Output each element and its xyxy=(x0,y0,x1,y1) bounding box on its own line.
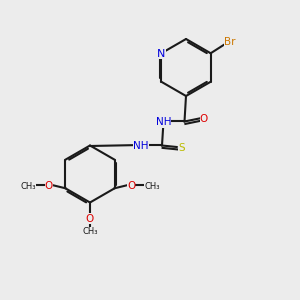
Text: CH₃: CH₃ xyxy=(82,227,98,236)
Text: N: N xyxy=(157,49,166,59)
Text: Br: Br xyxy=(224,37,236,47)
Text: CH₃: CH₃ xyxy=(144,182,160,191)
Text: CH₃: CH₃ xyxy=(20,182,36,191)
Text: O: O xyxy=(127,181,135,191)
Text: S: S xyxy=(178,143,185,153)
Text: NH: NH xyxy=(133,142,149,152)
Text: O: O xyxy=(86,214,94,224)
Text: NH: NH xyxy=(156,118,171,128)
Text: O: O xyxy=(200,115,208,124)
Text: O: O xyxy=(45,181,53,191)
